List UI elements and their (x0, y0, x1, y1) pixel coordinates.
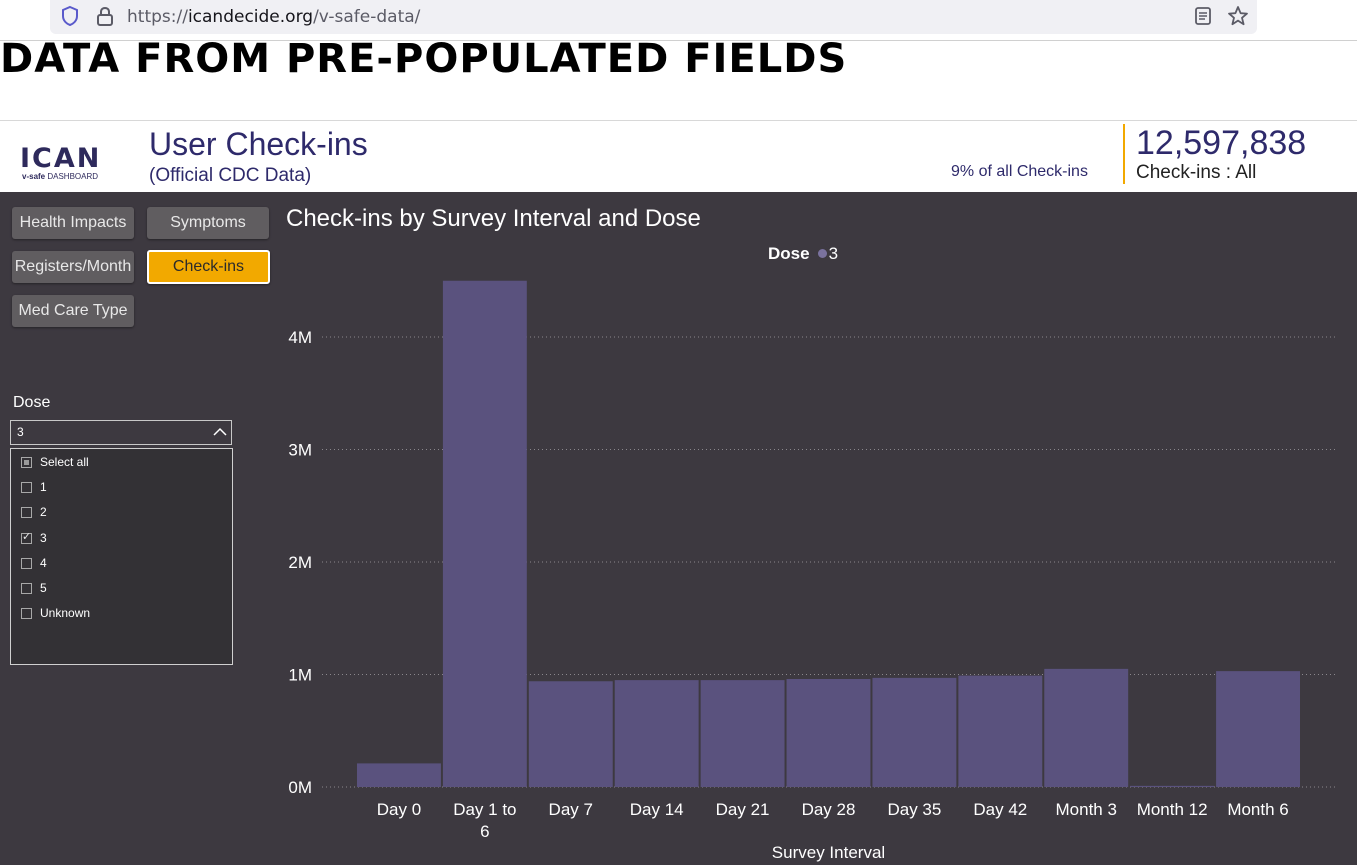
bar[interactable] (614, 680, 699, 787)
symptoms-button[interactable]: Symptoms (147, 207, 269, 239)
dose-dropdown-value: 3 (17, 425, 24, 439)
chevron-up-icon[interactable] (213, 427, 227, 437)
kpi-label: Check-ins : All (1136, 162, 1257, 183)
dashboard-header: ICAN v-safe DASHBOARD User Check-ins (Of… (0, 120, 1357, 193)
dose-option-label: 5 (40, 581, 47, 595)
bar[interactable] (1044, 668, 1129, 787)
checkbox-icon[interactable] (21, 530, 32, 544)
x-tick-label: Day 42 (973, 800, 1027, 819)
dose-option-label: 2 (40, 505, 47, 519)
checkbox-icon[interactable] (21, 482, 32, 493)
dose-option-5[interactable]: 5 (21, 581, 47, 599)
checkbox-icon[interactable] (21, 558, 32, 569)
x-tick-label: Day 14 (630, 800, 684, 819)
dose-option-label: Select all (40, 455, 89, 469)
dashboard-title: User Check-ins (149, 126, 368, 162)
x-tick-label: Day 21 (716, 800, 770, 819)
checkbox-icon[interactable] (21, 507, 32, 518)
y-tick-label: 4M (288, 328, 312, 347)
url-scheme: https:// (127, 7, 188, 27)
url-text[interactable]: https://icandecide.org/v-safe-data/ (127, 7, 420, 27)
dose-option-label: 3 (40, 531, 47, 545)
health-impacts-button[interactable]: Health Impacts (12, 207, 134, 239)
bar[interactable] (786, 679, 871, 787)
x-tick-label: Month 3 (1056, 800, 1117, 819)
url-host: icandecide.org (187, 7, 314, 27)
bar[interactable] (1216, 671, 1300, 787)
x-tick-label: Day 35 (887, 800, 941, 819)
dose-option-label: Unknown (40, 606, 91, 620)
dose-option-select-all[interactable]: Select all (21, 455, 89, 473)
bar[interactable] (442, 280, 527, 787)
y-tick-label: 3M (288, 441, 312, 460)
chart-legend: Dose 3 (768, 244, 838, 264)
shield-icon[interactable] (60, 5, 80, 27)
bar[interactable] (1130, 785, 1215, 787)
legend-title: Dose (768, 244, 810, 263)
logo-tagline-rest: DASHBOARD (45, 172, 99, 181)
bookmark-star-icon[interactable] (1227, 5, 1249, 27)
dose-dropdown[interactable]: 3 (10, 420, 232, 445)
dose-options-list: Select all 1 2 3 4 5 Unknown (10, 448, 233, 665)
logo-name: ICAN (20, 143, 102, 174)
url-bar[interactable] (50, 0, 1257, 34)
bar[interactable] (528, 681, 613, 787)
x-tick-label: Month 6 (1227, 800, 1288, 819)
logo-tagline-bold: v-safe (22, 172, 46, 181)
y-tick-label: 0M (288, 778, 312, 797)
x-tick-label: Day 0 (377, 800, 421, 819)
page-heading: DATA FROM PRE-POPULATED FIELDS (0, 36, 848, 82)
kpi-value: 12,597,838 (1136, 124, 1307, 162)
check-ins-button[interactable]: Check-ins (147, 250, 270, 284)
y-tick-label: 1M (288, 666, 312, 685)
x-tick-label: Day 1 to (453, 800, 516, 819)
dose-option-label: 1 (40, 480, 47, 494)
med-care-type-button[interactable]: Med Care Type (12, 295, 134, 327)
y-tick-label: 2M (288, 553, 312, 572)
dose-option-3[interactable]: 3 (21, 530, 47, 549)
bar-chart: 0M 1M 2M 3M 4M Day 0 Day 1 to 6 Day 7 Day 14 Day 2… (288, 280, 1336, 862)
x-tick-label: Day 28 (802, 800, 856, 819)
chart-title: Check-ins by Survey Interval and Dose (286, 205, 701, 232)
dashboard-panel: Health Impacts Symptoms Registers/Month … (0, 192, 1357, 865)
dose-option-4[interactable]: 4 (21, 556, 47, 574)
reader-view-icon[interactable] (1193, 6, 1213, 26)
kpi-divider (1123, 124, 1125, 184)
bar[interactable] (357, 763, 441, 787)
legend-dot-icon (817, 249, 827, 258)
dose-option-1[interactable]: 1 (21, 480, 47, 498)
bar[interactable] (872, 677, 957, 787)
browser-toolbar: https://icandecide.org/v-safe-data/ (0, 0, 1357, 41)
percent-of-checkins: 9% of all Check-ins (951, 163, 1088, 180)
bar[interactable] (958, 675, 1043, 787)
x-tick-label: 6 (480, 822, 489, 841)
x-axis-title: Survey Interval (772, 843, 885, 862)
dose-filter-label: Dose (13, 394, 51, 411)
checkbox-icon[interactable] (21, 608, 32, 619)
lock-icon[interactable] (95, 5, 115, 27)
checkbox-icon[interactable] (21, 583, 32, 594)
checkbox-icon[interactable] (21, 457, 32, 468)
ican-logo: ICAN v-safe DASHBOARD (20, 143, 120, 183)
url-path: /v-safe-data/ (313, 7, 421, 27)
dose-option-2[interactable]: 2 (21, 505, 47, 523)
x-tick-label: Month 12 (1137, 800, 1208, 819)
dashboard-subtitle: (Official CDC Data) (149, 165, 312, 186)
logo-tagline: v-safe DASHBOARD (22, 172, 98, 181)
x-tick-label: Day 7 (549, 800, 593, 819)
bar[interactable] (700, 680, 785, 787)
registers-month-button[interactable]: Registers/Month (12, 251, 134, 283)
dose-option-unknown[interactable]: Unknown (21, 606, 90, 624)
dose-option-label: 4 (40, 556, 47, 570)
legend-entry: 3 (828, 244, 839, 263)
